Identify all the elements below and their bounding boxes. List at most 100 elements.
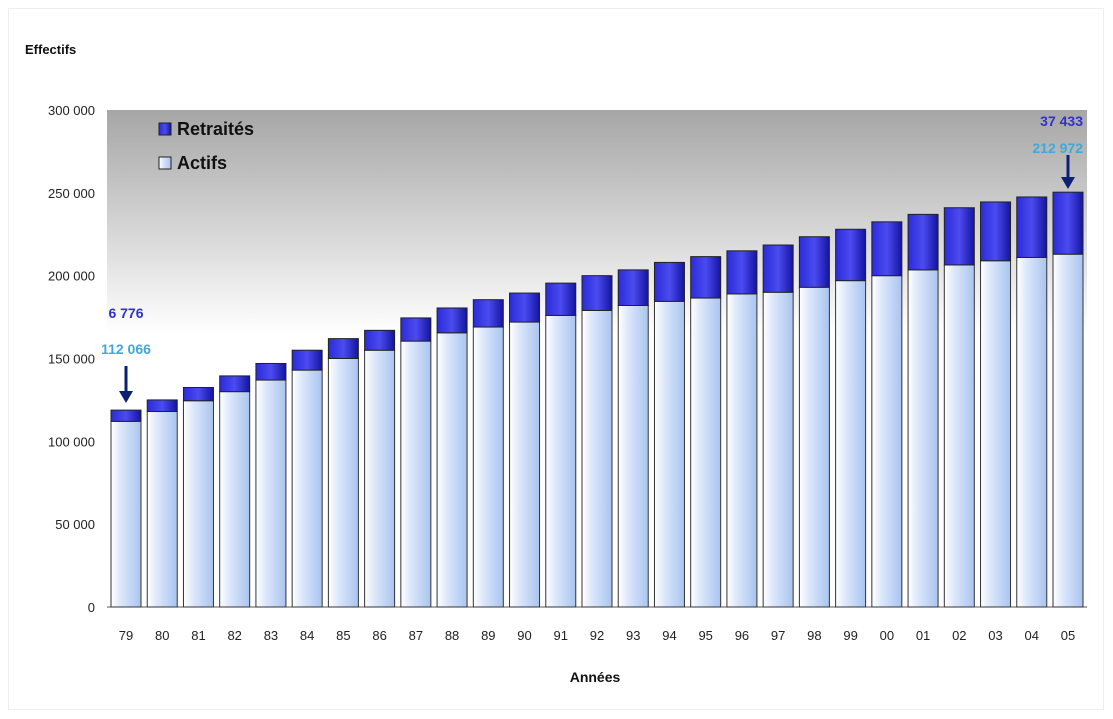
x-tick-label: 88 [445, 628, 459, 643]
x-tick-label: 96 [735, 628, 749, 643]
x-tick-label: 82 [227, 628, 241, 643]
legend: Retraités Actifs [158, 119, 254, 173]
x-tick-label: 04 [1025, 628, 1039, 643]
bar-retraites [835, 228, 867, 282]
bar-actifs [255, 379, 287, 608]
bar-actifs [291, 369, 323, 608]
y-tick-label: 200 000 [48, 269, 95, 284]
x-tick-label: 83 [264, 628, 278, 643]
bar-retraites [690, 256, 722, 299]
x-tick-label: 03 [988, 628, 1002, 643]
x-tick-label: 89 [481, 628, 495, 643]
bar-retraites [1052, 191, 1084, 255]
bar-actifs [943, 264, 975, 608]
y-tick-labels: 0 50 000 100 000 150 000 200 000 250 000 300 0… [48, 103, 95, 615]
bar-retraites [364, 329, 396, 351]
x-tick-label: 85 [336, 628, 350, 643]
bar-retraites [726, 250, 758, 295]
x-tick-label: 95 [698, 628, 712, 643]
bar-retraites [182, 386, 214, 402]
legend-swatch-retraites [158, 122, 172, 136]
x-tick-label: 81 [191, 628, 205, 643]
x-tick-label: 97 [771, 628, 785, 643]
bar-retraites [762, 244, 794, 293]
bar-retraites [436, 307, 468, 334]
legend-item-retraites: Retraités [158, 119, 254, 139]
x-tick-label: 91 [554, 628, 568, 643]
annotation-actifs-2005: 212 972 [1032, 140, 1083, 156]
x-tick-label: 87 [409, 628, 423, 643]
bar-retraites [400, 317, 432, 342]
y-axis-title: Effectifs [25, 42, 76, 57]
arrow-down-icon [119, 366, 133, 403]
annotation-actifs-1979: 112 066 [101, 341, 151, 357]
bar-actifs [726, 293, 758, 608]
bar-actifs [1052, 253, 1084, 608]
bar-retraites [617, 269, 649, 306]
x-tick-label: 90 [517, 628, 531, 643]
x-tick-label: 79 [119, 628, 133, 643]
bar-actifs [798, 286, 830, 608]
bar-actifs [581, 309, 613, 608]
bar-actifs [364, 349, 396, 608]
x-tick-label: 02 [952, 628, 966, 643]
bar-retraites [871, 221, 903, 277]
y-tick-label: 250 000 [48, 186, 95, 201]
bar-actifs [1016, 256, 1048, 608]
bar-actifs [110, 420, 142, 608]
bar-retraites [798, 236, 830, 288]
x-tick-label: 00 [880, 628, 894, 643]
x-tick-label: 01 [916, 628, 930, 643]
x-tick-label: 84 [300, 628, 314, 643]
bar-actifs [509, 321, 541, 608]
bar-retraites [327, 338, 359, 359]
annotation-retraites-1979: 6 776 [108, 305, 143, 321]
bar-retraites [509, 292, 541, 323]
bar-actifs [835, 280, 867, 608]
bar-actifs [980, 260, 1012, 608]
bar-actifs [762, 291, 794, 608]
stacked-bar-chart: Effectifs Années 0 50 000 100 000 150 000 20… [25, 42, 1087, 685]
bar-retraites [255, 362, 287, 381]
x-tick-label: 86 [372, 628, 386, 643]
bar-retraites [943, 207, 975, 266]
bar-actifs [146, 411, 178, 608]
bar-actifs [327, 358, 359, 608]
x-tick-label: 92 [590, 628, 604, 643]
bar-retraites [146, 399, 178, 413]
bar-actifs [907, 269, 939, 608]
bar-retraites [907, 213, 939, 271]
x-tick-label: 93 [626, 628, 640, 643]
bar-actifs [653, 300, 685, 608]
bar-actifs [545, 314, 577, 608]
bar-retraites [980, 201, 1012, 262]
bars [110, 191, 1084, 608]
bar-retraites [545, 282, 577, 316]
legend-swatch-actifs [158, 156, 172, 170]
annotation-retraites-2005: 37 433 [1040, 113, 1083, 129]
x-tick-labels: 79 80 81 82 83 84 85 86 87 88 89 90 91 92 93 94 95 96 97 98… [119, 628, 1075, 643]
legend-item-actifs: Actifs [158, 153, 227, 173]
bar-retraites [219, 375, 251, 393]
bar-retraites [110, 409, 142, 422]
x-axis-title: Années [570, 669, 621, 685]
y-tick-label: 0 [88, 600, 95, 615]
bar-actifs [690, 297, 722, 608]
y-tick-label: 300 000 [48, 103, 95, 118]
bar-actifs [472, 326, 504, 608]
bar-actifs [400, 340, 432, 608]
bar-actifs [436, 332, 468, 608]
y-tick-label: 50 000 [55, 517, 95, 532]
bar-actifs [219, 391, 251, 608]
bar-retraites [291, 349, 323, 371]
x-tick-label: 05 [1061, 628, 1075, 643]
bar-retraites [653, 261, 685, 302]
y-tick-label: 150 000 [48, 352, 95, 367]
y-tick-label: 100 000 [48, 434, 95, 449]
x-tick-label: 98 [807, 628, 821, 643]
x-tick-label: 80 [155, 628, 169, 643]
bar-retraites [472, 299, 504, 328]
chart-frame: Effectifs Années 0 50 000 100 000 150 000 20… [8, 8, 1104, 710]
legend-label-actifs: Actifs [177, 153, 227, 173]
bar-retraites [1016, 196, 1048, 258]
